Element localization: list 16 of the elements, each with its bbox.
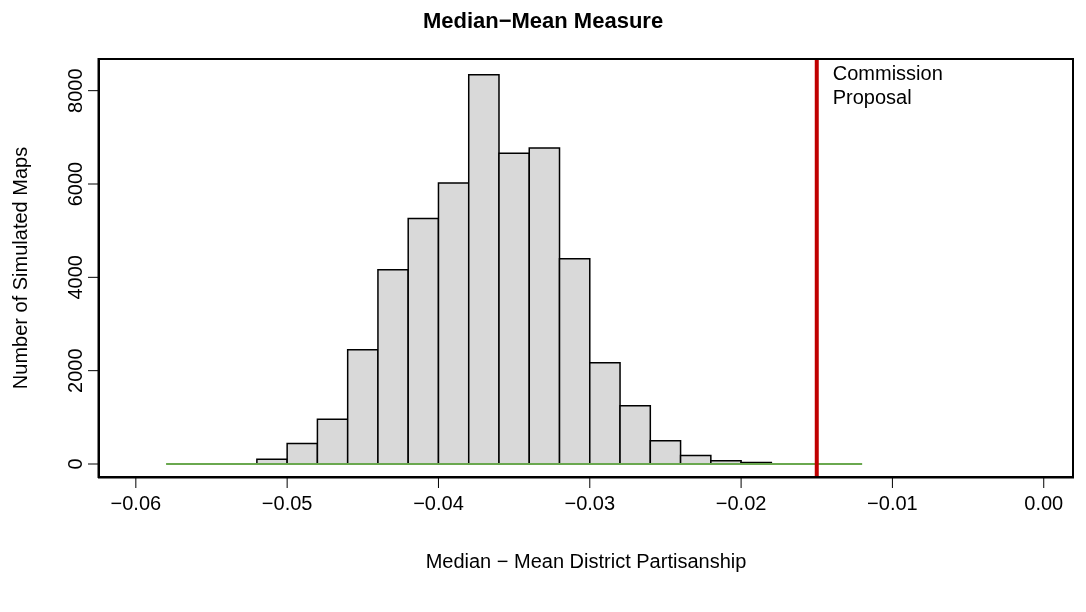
y-tick-label: 6000 xyxy=(64,161,86,207)
chart-title: Median−Mean Measure xyxy=(421,8,665,35)
x-tick-label: −0.03 xyxy=(564,492,616,515)
y-axis-title: Number of Simulated Maps xyxy=(9,146,32,390)
x-tick-label: −0.05 xyxy=(261,492,313,515)
x-tick-label: −0.04 xyxy=(413,492,464,515)
x-tick-label: −0.02 xyxy=(715,492,767,515)
y-tick-label: 0 xyxy=(64,458,86,470)
x-tick-label: −0.01 xyxy=(867,492,918,515)
y-tick-label: 8000 xyxy=(64,68,86,113)
x-tick-label: −0.06 xyxy=(110,492,162,515)
ref-line-label: Commission Proposal xyxy=(832,62,943,108)
x-tick-label: 0.00 xyxy=(1024,492,1064,515)
x-axis-title: Median − Mean District Partisanship xyxy=(425,550,747,572)
y-tick-label: 4000 xyxy=(64,255,86,300)
y-tick-label: 2000 xyxy=(64,348,86,393)
